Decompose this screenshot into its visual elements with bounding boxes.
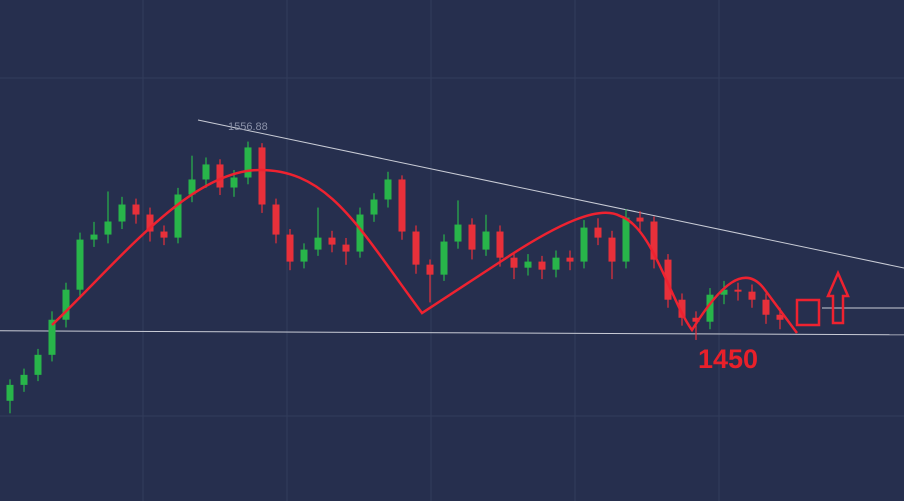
pattern-curve bbox=[51, 168, 799, 334]
trend-line bbox=[197, 119, 904, 269]
candle-body bbox=[328, 237, 336, 245]
candle-body bbox=[734, 289, 742, 292]
up-arrow bbox=[826, 269, 850, 325]
candle-body bbox=[776, 314, 784, 320]
support-line bbox=[0, 330, 904, 336]
candle-body bbox=[286, 234, 294, 262]
candle-body bbox=[678, 299, 686, 318]
candle-body bbox=[706, 294, 714, 322]
candle-body bbox=[594, 227, 602, 238]
candle-body bbox=[104, 221, 112, 235]
candle-body bbox=[90, 234, 98, 240]
candle-body bbox=[496, 231, 504, 258]
candle-body bbox=[608, 237, 616, 262]
candle-body bbox=[118, 204, 126, 222]
candle-body bbox=[412, 231, 420, 265]
candle-body bbox=[720, 289, 728, 295]
candle-body bbox=[524, 261, 532, 268]
candle-body bbox=[20, 374, 28, 385]
candle-body bbox=[468, 224, 476, 250]
candle-body bbox=[664, 259, 672, 300]
candle-body bbox=[160, 231, 168, 238]
candle-body bbox=[34, 354, 42, 375]
candle-body bbox=[202, 164, 210, 180]
candle-body bbox=[482, 231, 490, 250]
candle-body bbox=[566, 257, 574, 262]
candle-body bbox=[300, 249, 308, 262]
candle-body bbox=[216, 164, 224, 188]
candle-body bbox=[398, 179, 406, 232]
candle-body bbox=[622, 217, 630, 262]
candles bbox=[6, 141, 784, 414]
candle-body bbox=[552, 257, 560, 270]
candle-body bbox=[62, 289, 70, 320]
candle-body bbox=[132, 204, 140, 215]
candle-body bbox=[230, 177, 238, 188]
candle-body bbox=[426, 264, 434, 275]
candle-body bbox=[314, 237, 322, 250]
candle-body bbox=[188, 179, 196, 195]
candle-body bbox=[454, 224, 462, 242]
candle-body bbox=[146, 214, 154, 232]
candle-body bbox=[370, 199, 378, 215]
candle-body bbox=[510, 257, 518, 268]
candle-body bbox=[692, 317, 700, 322]
candle-body bbox=[580, 227, 588, 262]
high-label: 1556.88 bbox=[228, 121, 268, 133]
candle-body bbox=[748, 291, 756, 300]
candle-body bbox=[636, 217, 644, 222]
candle-body bbox=[650, 221, 658, 260]
candle-body bbox=[48, 319, 56, 355]
candle-body bbox=[342, 244, 350, 252]
candle-body bbox=[174, 194, 182, 238]
candle-body bbox=[440, 241, 448, 275]
candle-body bbox=[258, 147, 266, 205]
candle-body bbox=[384, 179, 392, 200]
candle-body bbox=[762, 299, 770, 315]
support-label: 1450 bbox=[698, 344, 758, 374]
candle-body bbox=[6, 384, 14, 401]
candle-body bbox=[356, 214, 364, 252]
candle-body bbox=[244, 147, 252, 178]
candle-body bbox=[76, 239, 84, 290]
candle-body bbox=[538, 261, 546, 270]
highlight-box bbox=[795, 298, 821, 327]
candle-body bbox=[272, 204, 280, 235]
